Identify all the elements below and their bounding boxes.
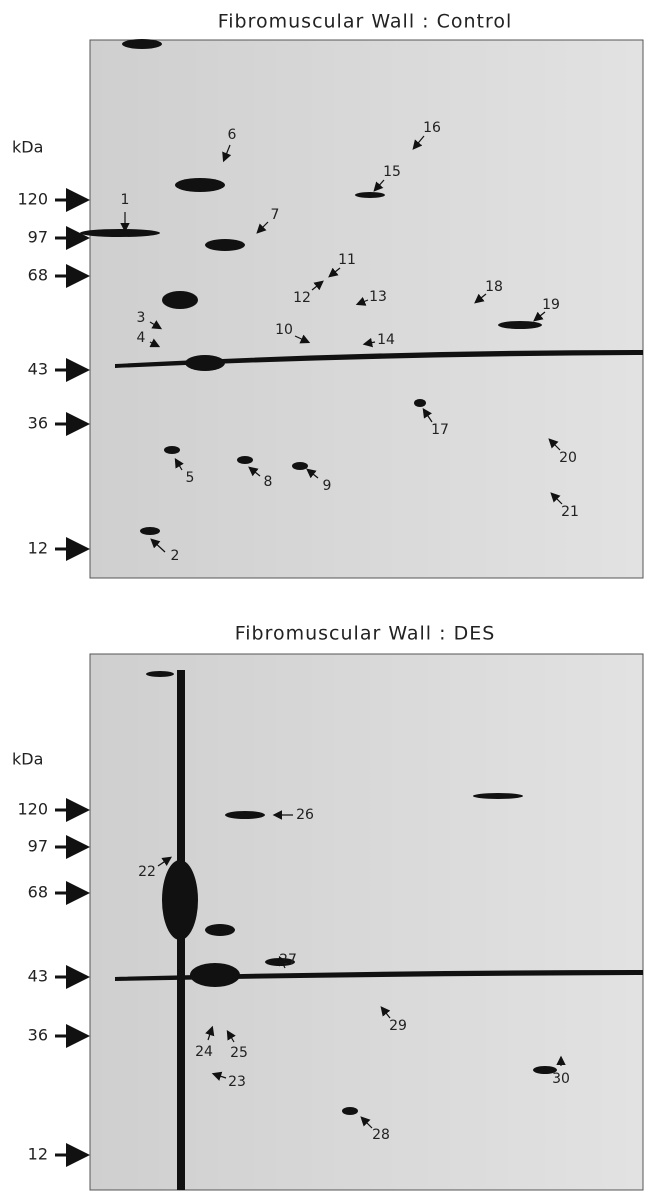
spot-arrow: [248, 466, 261, 477]
spot-label: 13: [369, 289, 387, 305]
spot-label: 22: [138, 864, 156, 880]
spot-label: 16: [423, 120, 441, 136]
spot-label: 25: [230, 1045, 248, 1061]
spot-arrow: [205, 1025, 215, 1041]
spot-arrow: [278, 955, 288, 969]
panel-title: Fibromuscular Wall : DES: [235, 623, 496, 645]
marker-label: 43: [28, 360, 48, 379]
spot-label: 4: [137, 330, 146, 346]
spot-label: 10: [275, 322, 293, 338]
spot-label: 30: [552, 1071, 570, 1087]
spot-label: 28: [372, 1127, 390, 1143]
spot-arrow: [360, 1116, 373, 1129]
marker-label: 36: [28, 414, 48, 433]
spot-arrow: [412, 135, 425, 150]
marker-label: 12: [28, 1145, 48, 1164]
spot-label: 15: [383, 164, 401, 180]
marker-label: 36: [28, 1026, 48, 1045]
spot-label: 8: [264, 474, 273, 490]
spot-label: 3: [137, 310, 146, 326]
unit-label: kDa: [12, 750, 43, 769]
spot-arrow: [157, 856, 172, 867]
spot-arrow: [306, 468, 319, 479]
spot-arrow: [474, 293, 487, 304]
spot-arrow: [150, 538, 166, 553]
marker-label: 68: [28, 266, 48, 285]
spot-label: 20: [559, 450, 577, 466]
spot-arrow: [362, 337, 376, 348]
panel-title: Fibromuscular Wall : Control: [218, 11, 513, 33]
marker-label: 120: [17, 190, 48, 209]
spot-arrow: [222, 144, 232, 163]
spot-label: 11: [338, 252, 356, 268]
spot-label: 1: [121, 192, 130, 208]
spot-label: 19: [542, 297, 560, 313]
spot-arrow: [550, 492, 563, 505]
spot-label: 5: [186, 470, 195, 486]
spot-label: 9: [323, 478, 332, 494]
spot-arrow: [256, 221, 269, 234]
marker-label: 97: [28, 228, 48, 247]
spot-label: 12: [293, 290, 311, 306]
spot-label: 29: [389, 1018, 407, 1034]
spot-arrow: [548, 438, 561, 451]
spot-arrow: [311, 280, 324, 291]
spot-label: 27: [279, 952, 297, 968]
marker-label: 68: [28, 883, 48, 902]
spot-label: 7: [271, 207, 280, 223]
band: [80, 39, 643, 1190]
spot-label: 18: [485, 279, 503, 295]
spot-arrow: [211, 1071, 227, 1081]
unit-label: kDa: [12, 138, 43, 157]
spot-arrow: [355, 296, 369, 306]
spot-label: 23: [228, 1074, 246, 1090]
spot-arrow: [294, 334, 311, 344]
spot-label: 6: [228, 127, 237, 143]
marker-label: 12: [28, 539, 48, 558]
spot-arrow: [533, 311, 546, 322]
spot-arrow: [328, 267, 341, 278]
spot-arrow: [226, 1029, 236, 1043]
spot-label: 21: [561, 504, 579, 520]
spot-arrow: [149, 338, 161, 348]
marker-label: 97: [28, 837, 48, 856]
marker-label: 43: [28, 967, 48, 986]
spot-label: 26: [296, 807, 314, 823]
spot-arrow: [174, 457, 184, 471]
marker-label: 120: [17, 800, 48, 819]
spot-label: 17: [431, 422, 449, 438]
spot-label: 2: [171, 548, 180, 564]
spot-arrow: [422, 408, 433, 423]
spot-arrow: [149, 320, 163, 330]
spot-label: 14: [377, 332, 395, 348]
gel-control: [89, 39, 644, 579]
spot-arrow: [373, 179, 385, 192]
spot-label: 24: [195, 1044, 213, 1060]
spot-arrow: [380, 1006, 391, 1019]
